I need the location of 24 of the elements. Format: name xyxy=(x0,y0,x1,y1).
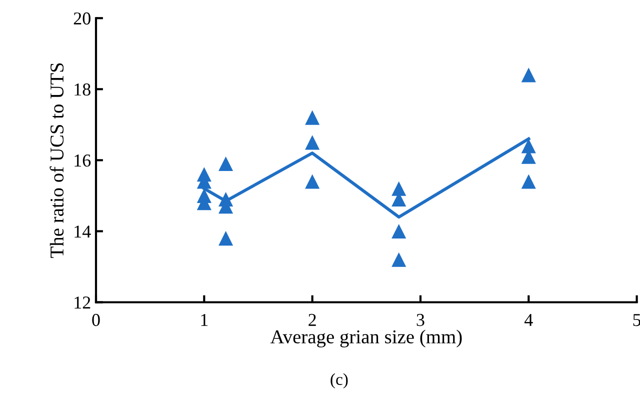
point xyxy=(305,135,320,150)
y-tick-label: 16 xyxy=(74,154,91,167)
point xyxy=(521,68,536,82)
point xyxy=(305,174,320,189)
y-tick-label: 18 xyxy=(74,83,90,96)
y-tick-label: 14 xyxy=(74,226,91,238)
x-tick-label: 3 xyxy=(416,314,424,326)
point xyxy=(218,156,234,172)
point xyxy=(521,174,536,189)
point xyxy=(521,138,536,154)
y-tick-label: 20 xyxy=(74,12,90,25)
point xyxy=(392,252,406,267)
x-tick-label: 1 xyxy=(201,314,208,326)
point xyxy=(218,231,234,246)
x-tick-label: 4 xyxy=(524,314,533,326)
point xyxy=(392,224,406,239)
y-axis-title: The ratio of UCS to UTS xyxy=(50,63,64,258)
point xyxy=(305,110,320,125)
x-tick-label: 0 xyxy=(92,314,100,326)
point xyxy=(392,181,406,196)
text: (c) xyxy=(330,373,348,388)
y-tick-label: 12 xyxy=(74,296,90,309)
x-axis-title: Average grian size (mm) xyxy=(270,330,462,348)
x-tick-label: 2 xyxy=(308,314,316,326)
